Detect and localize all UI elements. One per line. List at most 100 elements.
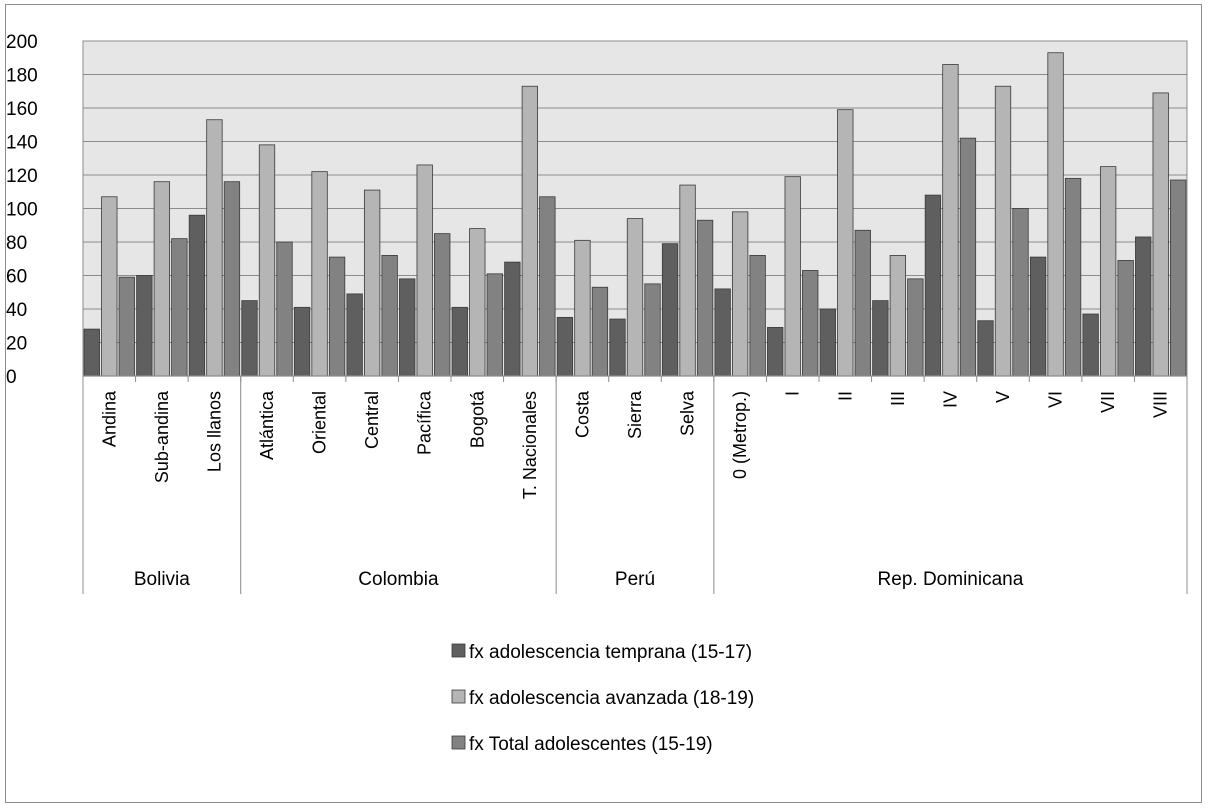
x-category-label: Atlántica <box>257 390 277 460</box>
bar <box>258 144 276 377</box>
y-tick-label: 0 <box>6 367 17 388</box>
bar <box>521 85 539 377</box>
legend-swatch <box>451 689 466 704</box>
bar <box>924 194 942 377</box>
bar <box>1135 236 1152 377</box>
bar <box>346 293 363 377</box>
bar <box>714 288 731 377</box>
x-category-label: VIII <box>1151 391 1171 418</box>
bar <box>381 254 398 377</box>
legend: fx adolescencia temprana (15-17) fx adole… <box>451 642 754 755</box>
y-tick-label: 140 <box>6 133 38 154</box>
bar <box>696 219 714 377</box>
x-group-label: Colombia <box>358 569 439 590</box>
x-category-label: VII <box>1098 391 1118 413</box>
bar <box>223 181 241 377</box>
legend-swatch <box>451 643 466 658</box>
bar <box>1047 52 1064 377</box>
bar <box>942 64 959 377</box>
bar <box>1152 92 1169 377</box>
bar <box>276 241 293 377</box>
bar <box>188 214 206 377</box>
y-tick-label: 60 <box>6 267 27 288</box>
bar <box>626 218 644 377</box>
x-category-label: Bogotá <box>467 390 487 448</box>
x-category-label: V <box>993 391 1013 403</box>
bar <box>661 243 679 377</box>
bar <box>837 109 854 377</box>
bar <box>311 171 328 377</box>
bar <box>959 137 977 377</box>
x-category-label: II <box>835 391 855 401</box>
bar <box>907 278 924 377</box>
bar <box>206 119 223 377</box>
bar <box>872 300 889 377</box>
x-group-label: Rep. Dominicana <box>878 569 1024 590</box>
x-category-label: I <box>783 391 803 396</box>
bar <box>241 300 258 377</box>
y-tick-label: 180 <box>6 66 38 87</box>
bars <box>83 52 1187 377</box>
x-group-label: Bolivia <box>134 569 190 590</box>
x-category-label: Selva <box>678 390 698 436</box>
x-category-label: IV <box>940 391 960 408</box>
x-category-label: Oriental <box>310 391 330 454</box>
legend-label: fx Total adolescentes (15-19) <box>469 734 713 755</box>
bar <box>889 254 907 377</box>
y-tick-label: 160 <box>6 99 38 120</box>
bar <box>539 196 556 377</box>
bar <box>136 275 153 377</box>
x-category-label: Los llanos <box>204 391 224 472</box>
bar <box>118 276 135 377</box>
bar <box>574 239 591 377</box>
y-tick-label: 40 <box>6 300 27 321</box>
bar <box>556 316 574 377</box>
bar <box>854 229 871 377</box>
bar <box>83 328 100 377</box>
x-category-label: Central <box>362 391 382 449</box>
bar <box>451 306 468 377</box>
bar <box>1082 313 1099 377</box>
bar <box>399 278 416 377</box>
x-category-label: 0 (Metrop.) <box>730 391 750 479</box>
x-category-label: Pacífica <box>415 390 435 455</box>
x-category-label: T. Nacionales <box>520 391 540 499</box>
bar <box>749 254 766 377</box>
bar <box>486 273 503 377</box>
bar <box>363 189 381 377</box>
x-axis <box>82 375 1188 594</box>
bar <box>819 308 836 377</box>
bar <box>679 184 696 377</box>
bar <box>328 256 346 377</box>
legend-swatch <box>451 735 466 750</box>
bar <box>977 320 994 377</box>
bar <box>609 318 626 377</box>
x-category-label: Andina <box>99 390 119 447</box>
bar <box>644 283 661 377</box>
bar <box>767 327 784 377</box>
bar-chart: 0 20 40 60 80 100 120 140 160 180 200 Andina Sub-an… <box>6 32 1188 755</box>
bar <box>153 181 171 377</box>
bar <box>1099 166 1117 377</box>
y-tick-label: 100 <box>6 200 38 221</box>
bar <box>1170 179 1187 377</box>
bar <box>504 261 521 377</box>
x-axis-group-labels: Bolivia Colombia Perú Rep. Dominicana <box>134 569 1024 590</box>
bar <box>101 196 118 377</box>
x-axis-category-labels: Andina Sub-andina Los llanos Atlántica Orien… <box>99 390 1170 499</box>
chart-frame: 0 20 40 60 80 100 120 140 160 180 200 Andina Sub-an… <box>5 4 1202 803</box>
x-category-label: VI <box>1046 391 1066 408</box>
bar <box>1064 177 1082 377</box>
bar <box>994 85 1012 377</box>
bar <box>434 233 451 377</box>
bar <box>731 211 749 377</box>
bar <box>1117 260 1134 377</box>
x-category-label: Costa <box>572 390 592 438</box>
bar <box>416 164 433 377</box>
bar <box>293 306 311 377</box>
bar <box>171 238 188 377</box>
legend-label: fx adolescencia avanzada (18-19) <box>469 688 754 709</box>
y-tick-label: 20 <box>6 334 27 355</box>
x-group-label: Perú <box>615 569 655 590</box>
bar <box>784 176 801 377</box>
